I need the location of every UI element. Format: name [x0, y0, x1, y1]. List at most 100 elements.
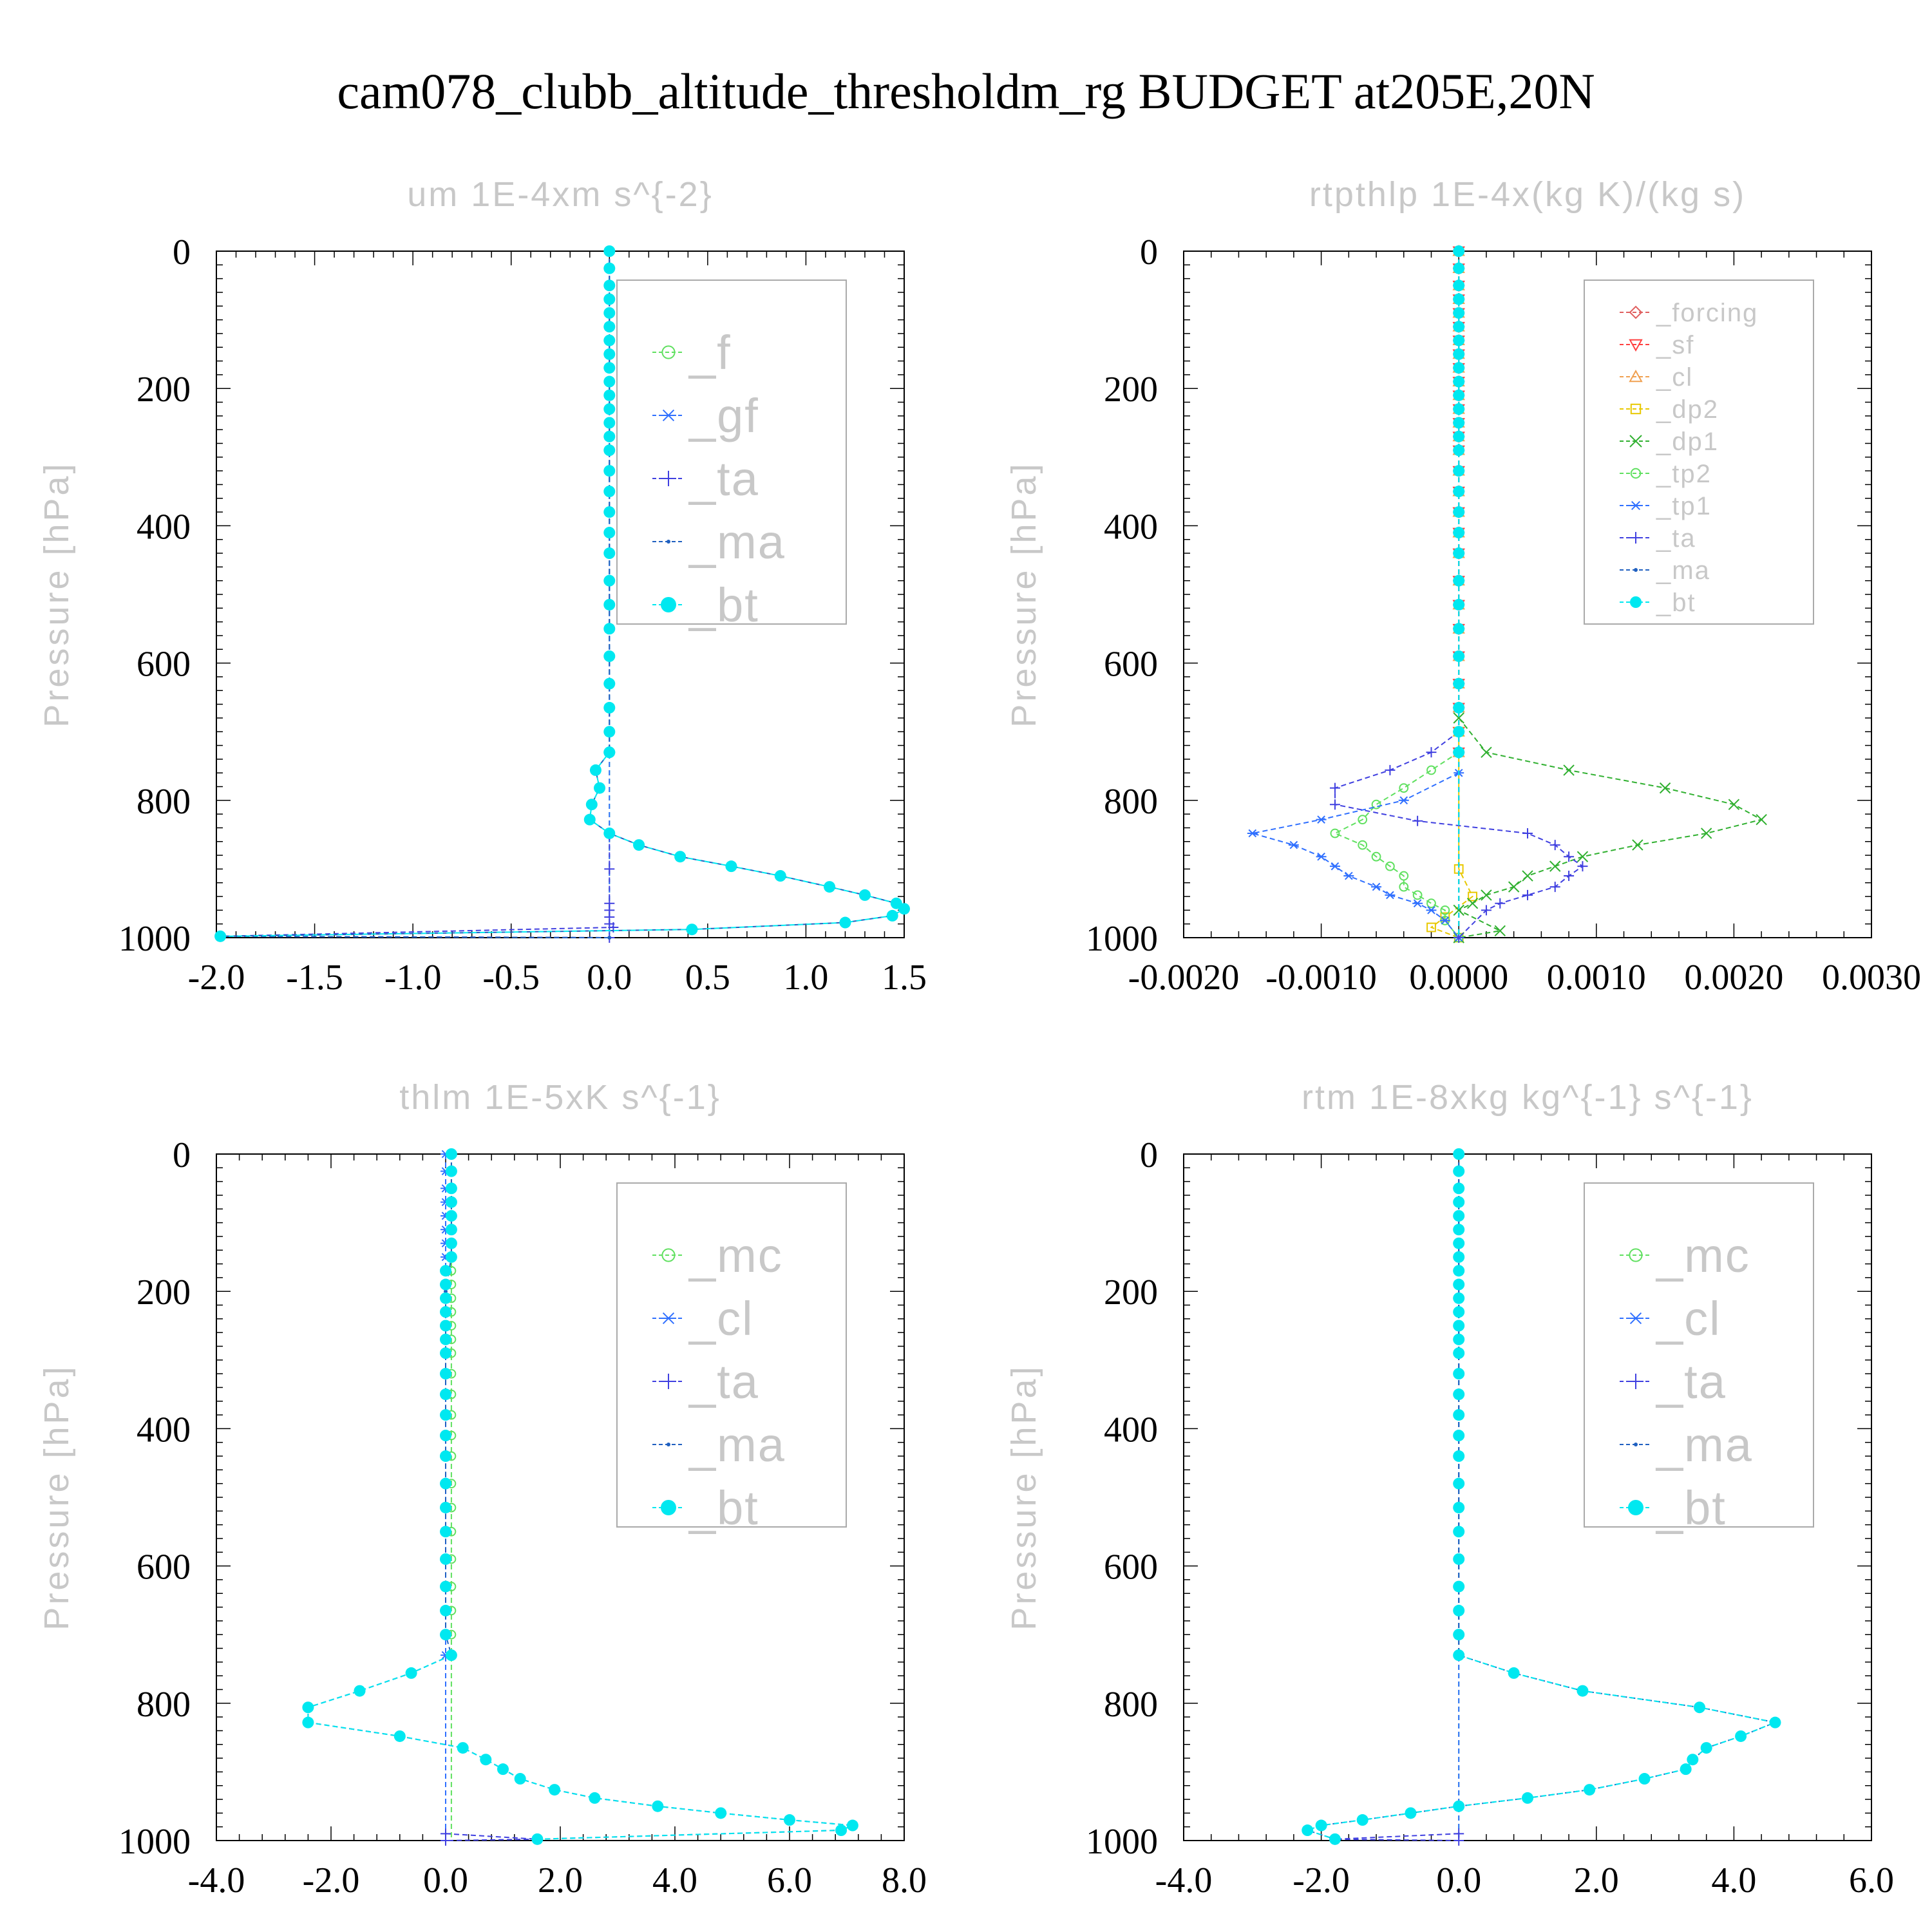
data-point: [1659, 782, 1671, 794]
series-line: [1333, 752, 1459, 938]
data-point: [1468, 891, 1477, 902]
data-point: [1453, 904, 1464, 916]
data-point: [1453, 389, 1465, 401]
data-point: [1453, 623, 1465, 635]
x-tick-label: -0.0020: [1128, 958, 1240, 998]
data-point: [1522, 828, 1533, 838]
data-point: [440, 1368, 451, 1380]
data-point: [1358, 815, 1368, 825]
data-point: [603, 486, 616, 498]
data-point: [1453, 650, 1465, 662]
y-tick-label: 0: [1140, 232, 1158, 272]
data-point: [858, 889, 871, 901]
data-point: [1412, 899, 1423, 908]
data-point: [1522, 889, 1533, 900]
data-point: [603, 348, 616, 360]
legend: _mc _cl _ta _ma _bt: [616, 1182, 847, 1535]
data-point: [440, 1835, 451, 1846]
data-point: [1453, 375, 1465, 388]
data-point: [1481, 889, 1492, 901]
data-point: [445, 1165, 457, 1177]
data-point: [603, 527, 616, 539]
data-point: [1316, 815, 1327, 824]
data-point: [603, 726, 616, 738]
data-point: [440, 1278, 451, 1291]
data-point: [1584, 1784, 1596, 1796]
data-point: [1549, 840, 1560, 851]
data-point: [1412, 815, 1423, 826]
y-tick-label: 200: [1104, 1273, 1158, 1312]
data-point: [1453, 1629, 1465, 1641]
data-point: [1453, 1580, 1465, 1593]
chart-panels: um 1E-4xm s^{-2} Pressure [hPa] 0 200 400 600…: [37, 175, 1921, 1900]
y-axis-label: Pressure [hPa]: [37, 1364, 76, 1630]
x-tick-label: -0.0010: [1265, 958, 1377, 998]
data-point: [839, 916, 851, 929]
data-point: [1680, 1763, 1692, 1776]
data-point: [1329, 1833, 1341, 1845]
series-ta: [1329, 1828, 1464, 1846]
data-point: [603, 574, 616, 587]
data-point: [603, 321, 616, 333]
data-point: [445, 1649, 457, 1662]
legend-label: _ma: [688, 515, 786, 569]
data-point: [674, 851, 687, 863]
data-point: [1522, 870, 1533, 882]
legend-label: _bt: [688, 1481, 759, 1535]
data-point: [1358, 840, 1368, 850]
data-point: [1453, 245, 1465, 257]
series-line: [1252, 772, 1459, 938]
data-point: [302, 1701, 314, 1714]
data-point: [1316, 852, 1327, 861]
series-bt: [1453, 245, 1465, 938]
series-line: [1457, 717, 1763, 938]
data-point: [583, 813, 596, 826]
data-point: [1329, 799, 1340, 810]
data-point: [1453, 1148, 1465, 1160]
data-point: [1453, 1347, 1465, 1359]
data-point: [1385, 891, 1396, 900]
panel-thlm: thlm 1E-5xK s^{-1} Pressure [hPa] 0 200 400 6…: [37, 1078, 927, 1900]
legend: _mc _cl _ta _ma _bt: [1584, 1182, 1814, 1535]
data-point: [1453, 527, 1465, 539]
data-point: [1453, 677, 1465, 690]
x-tick-label: -4.0: [188, 1861, 245, 1900]
data-point: [890, 897, 902, 909]
data-point: [784, 1814, 795, 1826]
legend-label: _dp1: [1656, 428, 1719, 456]
legend-label: _cl: [1656, 363, 1693, 392]
y-tick-label: 0: [173, 232, 191, 272]
panel-title: thlm 1E-5xK s^{-1}: [399, 1078, 721, 1117]
data-point: [1453, 506, 1465, 518]
data-point: [886, 909, 898, 922]
data-point: [1399, 783, 1409, 793]
data-point: [603, 506, 616, 518]
data-point: [1638, 1773, 1651, 1785]
data-point: [1343, 871, 1354, 880]
x-tick-label: 0.0020: [1684, 958, 1783, 998]
data-point: [1756, 813, 1767, 826]
data-point: [1453, 1209, 1465, 1222]
y-tick-label: 400: [137, 507, 191, 547]
data-point: [1329, 782, 1340, 793]
data-point: [440, 1320, 451, 1332]
x-tick-label: 0.0000: [1409, 958, 1508, 998]
data-point: [440, 1333, 451, 1345]
data-point: [1453, 486, 1465, 498]
legend-marker: [1630, 500, 1642, 511]
legend-marker: [661, 597, 676, 612]
data-point: [604, 864, 615, 875]
data-point: [1453, 1526, 1465, 1538]
legend-label: _forcing: [1656, 299, 1758, 327]
x-tick-label: 4.0: [1711, 1861, 1756, 1900]
data-point: [1508, 881, 1520, 893]
data-point: [603, 650, 616, 662]
legend-marker: [1628, 1312, 1643, 1325]
y-axis-label: Pressure [hPa]: [1005, 1364, 1043, 1630]
data-point: [445, 1209, 457, 1222]
legend-marker: [661, 471, 676, 486]
legend-box: [1584, 279, 1814, 625]
x-tick-label: 6.0: [767, 1861, 812, 1900]
y-tick-label: 600: [1104, 1548, 1158, 1587]
data-point: [633, 839, 645, 851]
